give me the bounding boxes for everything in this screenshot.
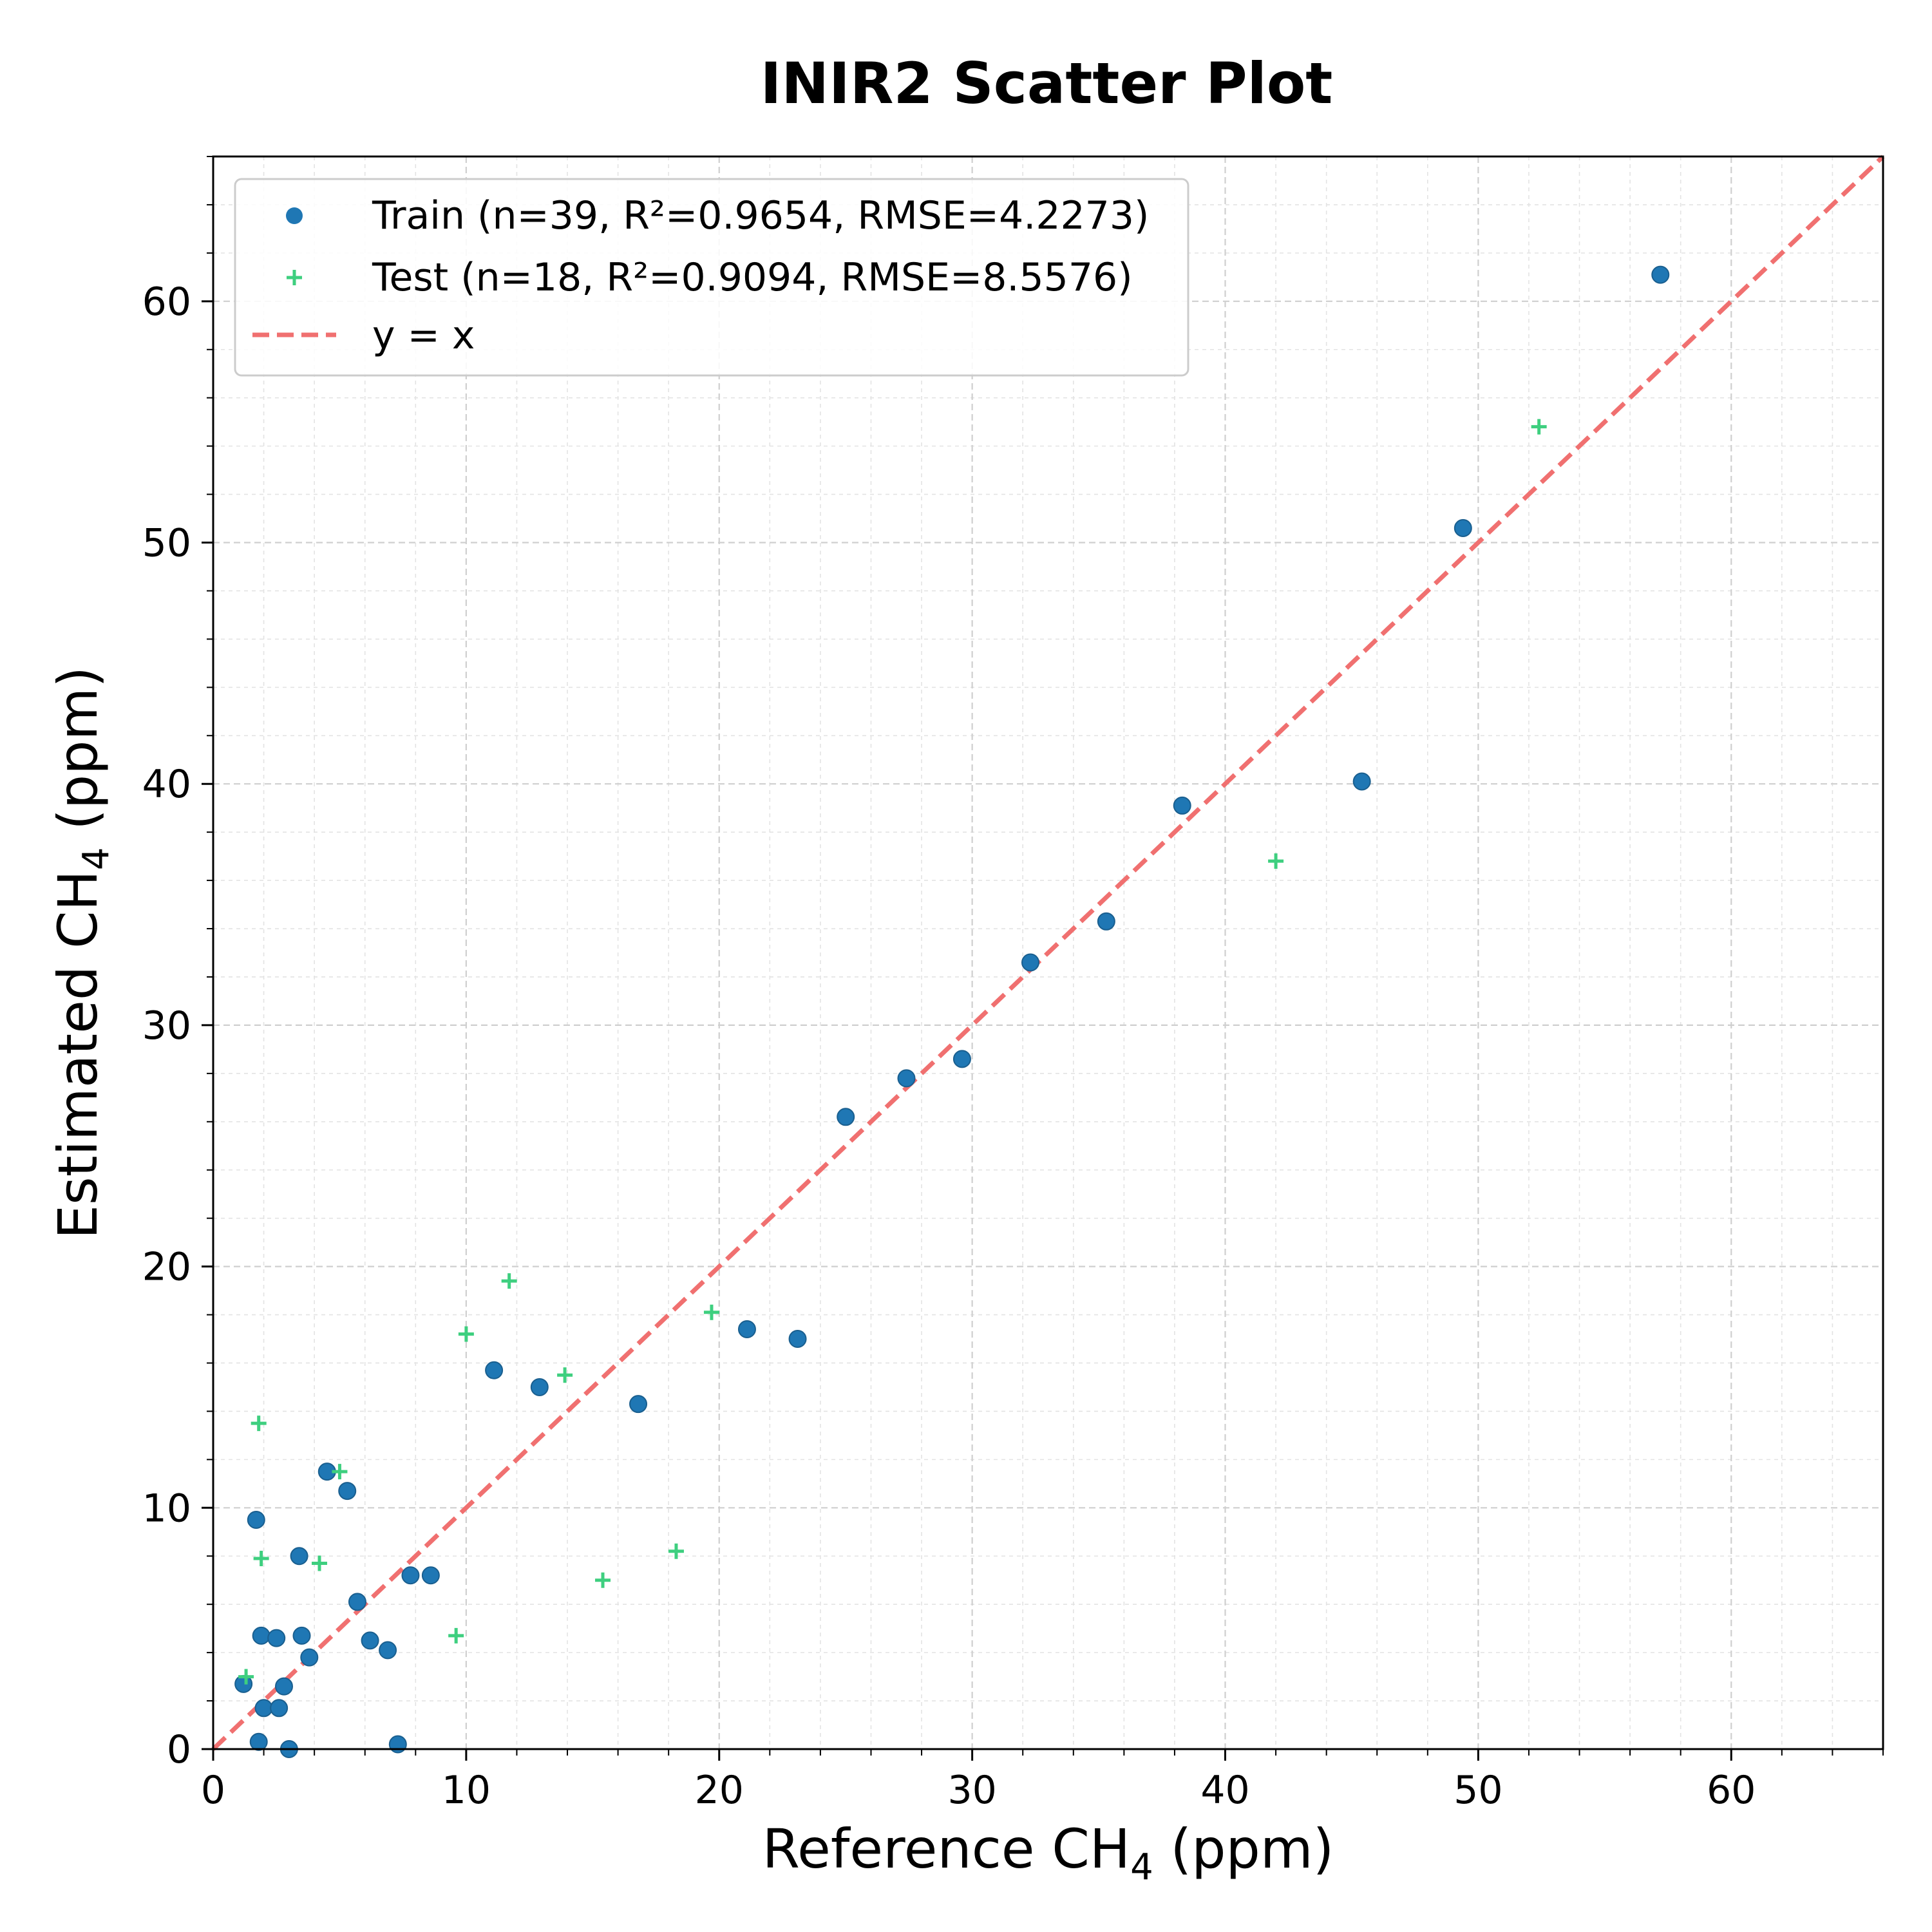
test-point	[332, 1464, 348, 1480]
train-point	[1021, 953, 1039, 972]
train-point	[897, 1069, 916, 1088]
train-point	[1454, 519, 1472, 538]
chart-title: INIR2 Scatter Plot	[761, 50, 1333, 117]
train-point	[1097, 912, 1115, 931]
train-point	[348, 1593, 366, 1611]
test-point	[557, 1367, 573, 1383]
train-point	[485, 1361, 504, 1379]
legend-identity-label: y = x	[372, 313, 475, 358]
legend-box	[234, 178, 1189, 377]
test-point	[253, 1550, 269, 1566]
train-point	[1651, 265, 1670, 284]
x-tick-label: 50	[1454, 1768, 1502, 1813]
train-point	[1173, 796, 1191, 815]
train-point	[247, 1511, 265, 1530]
axis-ticks	[202, 156, 1884, 1761]
test-point	[312, 1555, 328, 1571]
x-tick-label: 60	[1707, 1768, 1756, 1813]
train-point	[388, 1735, 407, 1754]
train-point	[629, 1395, 648, 1414]
train-series	[234, 265, 1670, 1758]
train-point	[837, 1108, 855, 1126]
train-point	[338, 1482, 357, 1501]
test-series	[238, 419, 1547, 1685]
test-point	[458, 1326, 474, 1342]
y-tick-label: 50	[142, 521, 191, 566]
plot-frame	[212, 155, 1884, 1750]
train-point	[252, 1626, 270, 1645]
y-tick-labels: 0 10 20 30 40 50 60	[142, 279, 191, 1772]
x-axis-label-unit: (ppm)	[1153, 1817, 1334, 1880]
train-point	[1352, 772, 1371, 791]
train-point	[249, 1732, 268, 1751]
x-tick-label: 30	[947, 1768, 996, 1813]
x-tick-label: 10	[442, 1768, 491, 1813]
legend-test-label: Test (n=18, R²=0.9094, RMSE=8.5576)	[372, 255, 1133, 300]
y-axis-label-subscript: 4	[75, 848, 117, 871]
x-axis-label-main: Reference CH	[762, 1817, 1131, 1880]
train-point	[267, 1629, 286, 1647]
train-point	[421, 1566, 440, 1585]
train-point	[300, 1648, 319, 1667]
y-axis-label: Estimated CH4 (ppm)	[46, 667, 117, 1239]
x-axis-label-subscript: 4	[1130, 1846, 1153, 1888]
train-point	[788, 1330, 807, 1349]
test-point	[238, 1669, 254, 1685]
legend-train-marker	[286, 207, 303, 224]
train-point	[361, 1631, 379, 1650]
x-tick-label: 40	[1200, 1768, 1249, 1813]
train-point	[290, 1547, 308, 1566]
y-axis-label-main: Estimated CH	[46, 870, 109, 1239]
train-point	[275, 1677, 294, 1696]
train-point	[401, 1566, 420, 1585]
x-tick-labels: 0 10 20 30 40 50 60	[201, 1768, 1756, 1813]
train-point	[737, 1320, 756, 1339]
train-point	[292, 1626, 311, 1645]
test-point	[703, 1304, 719, 1320]
y-tick-label: 60	[142, 279, 191, 325]
x-tick-label: 20	[695, 1768, 744, 1813]
x-tick-label: 0	[201, 1768, 225, 1813]
train-point	[270, 1699, 289, 1718]
y-tick-label: 0	[167, 1727, 191, 1772]
test-point	[251, 1416, 267, 1432]
train-point	[952, 1050, 971, 1068]
y-tick-label: 30	[142, 1003, 191, 1048]
test-point	[1268, 853, 1284, 869]
train-point	[254, 1699, 273, 1718]
train-point	[379, 1641, 397, 1660]
x-axis-label: Reference CH4 (ppm)	[762, 1817, 1334, 1888]
test-point	[595, 1572, 611, 1588]
y-tick-label: 20	[142, 1245, 191, 1290]
minor-grid	[213, 156, 1884, 1749]
test-point	[1531, 419, 1547, 435]
y-tick-label: 40	[142, 762, 191, 807]
legend-test-plus	[287, 270, 302, 285]
test-point	[448, 1627, 464, 1643]
identity-line	[211, 155, 1885, 1751]
y-axis-label-unit: (ppm)	[46, 667, 109, 848]
test-point	[501, 1273, 517, 1289]
train-point	[530, 1378, 549, 1396]
identity-line-path	[211, 155, 1885, 1751]
legend-train-label: Train (n=39, R²=0.9654, RMSE=4.2273)	[372, 193, 1149, 238]
y-tick-label: 10	[142, 1486, 191, 1531]
legend-test-marker	[287, 270, 302, 285]
legend: Train (n=39, R²=0.9654, RMSE=4.2273) Tes…	[234, 178, 1189, 377]
test-point	[668, 1543, 684, 1559]
